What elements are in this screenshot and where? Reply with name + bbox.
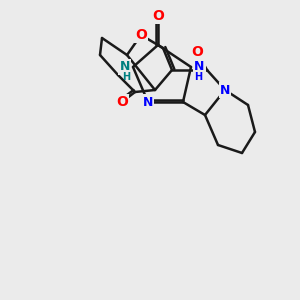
- Text: N: N: [194, 61, 204, 74]
- Text: O: O: [116, 95, 128, 109]
- Text: O: O: [152, 9, 164, 23]
- Text: N: N: [220, 83, 230, 97]
- Text: H: H: [194, 72, 202, 82]
- Text: N: N: [120, 61, 130, 74]
- Text: O: O: [191, 45, 203, 59]
- Text: O: O: [135, 28, 147, 42]
- Text: H: H: [122, 72, 130, 82]
- Text: N: N: [143, 95, 153, 109]
